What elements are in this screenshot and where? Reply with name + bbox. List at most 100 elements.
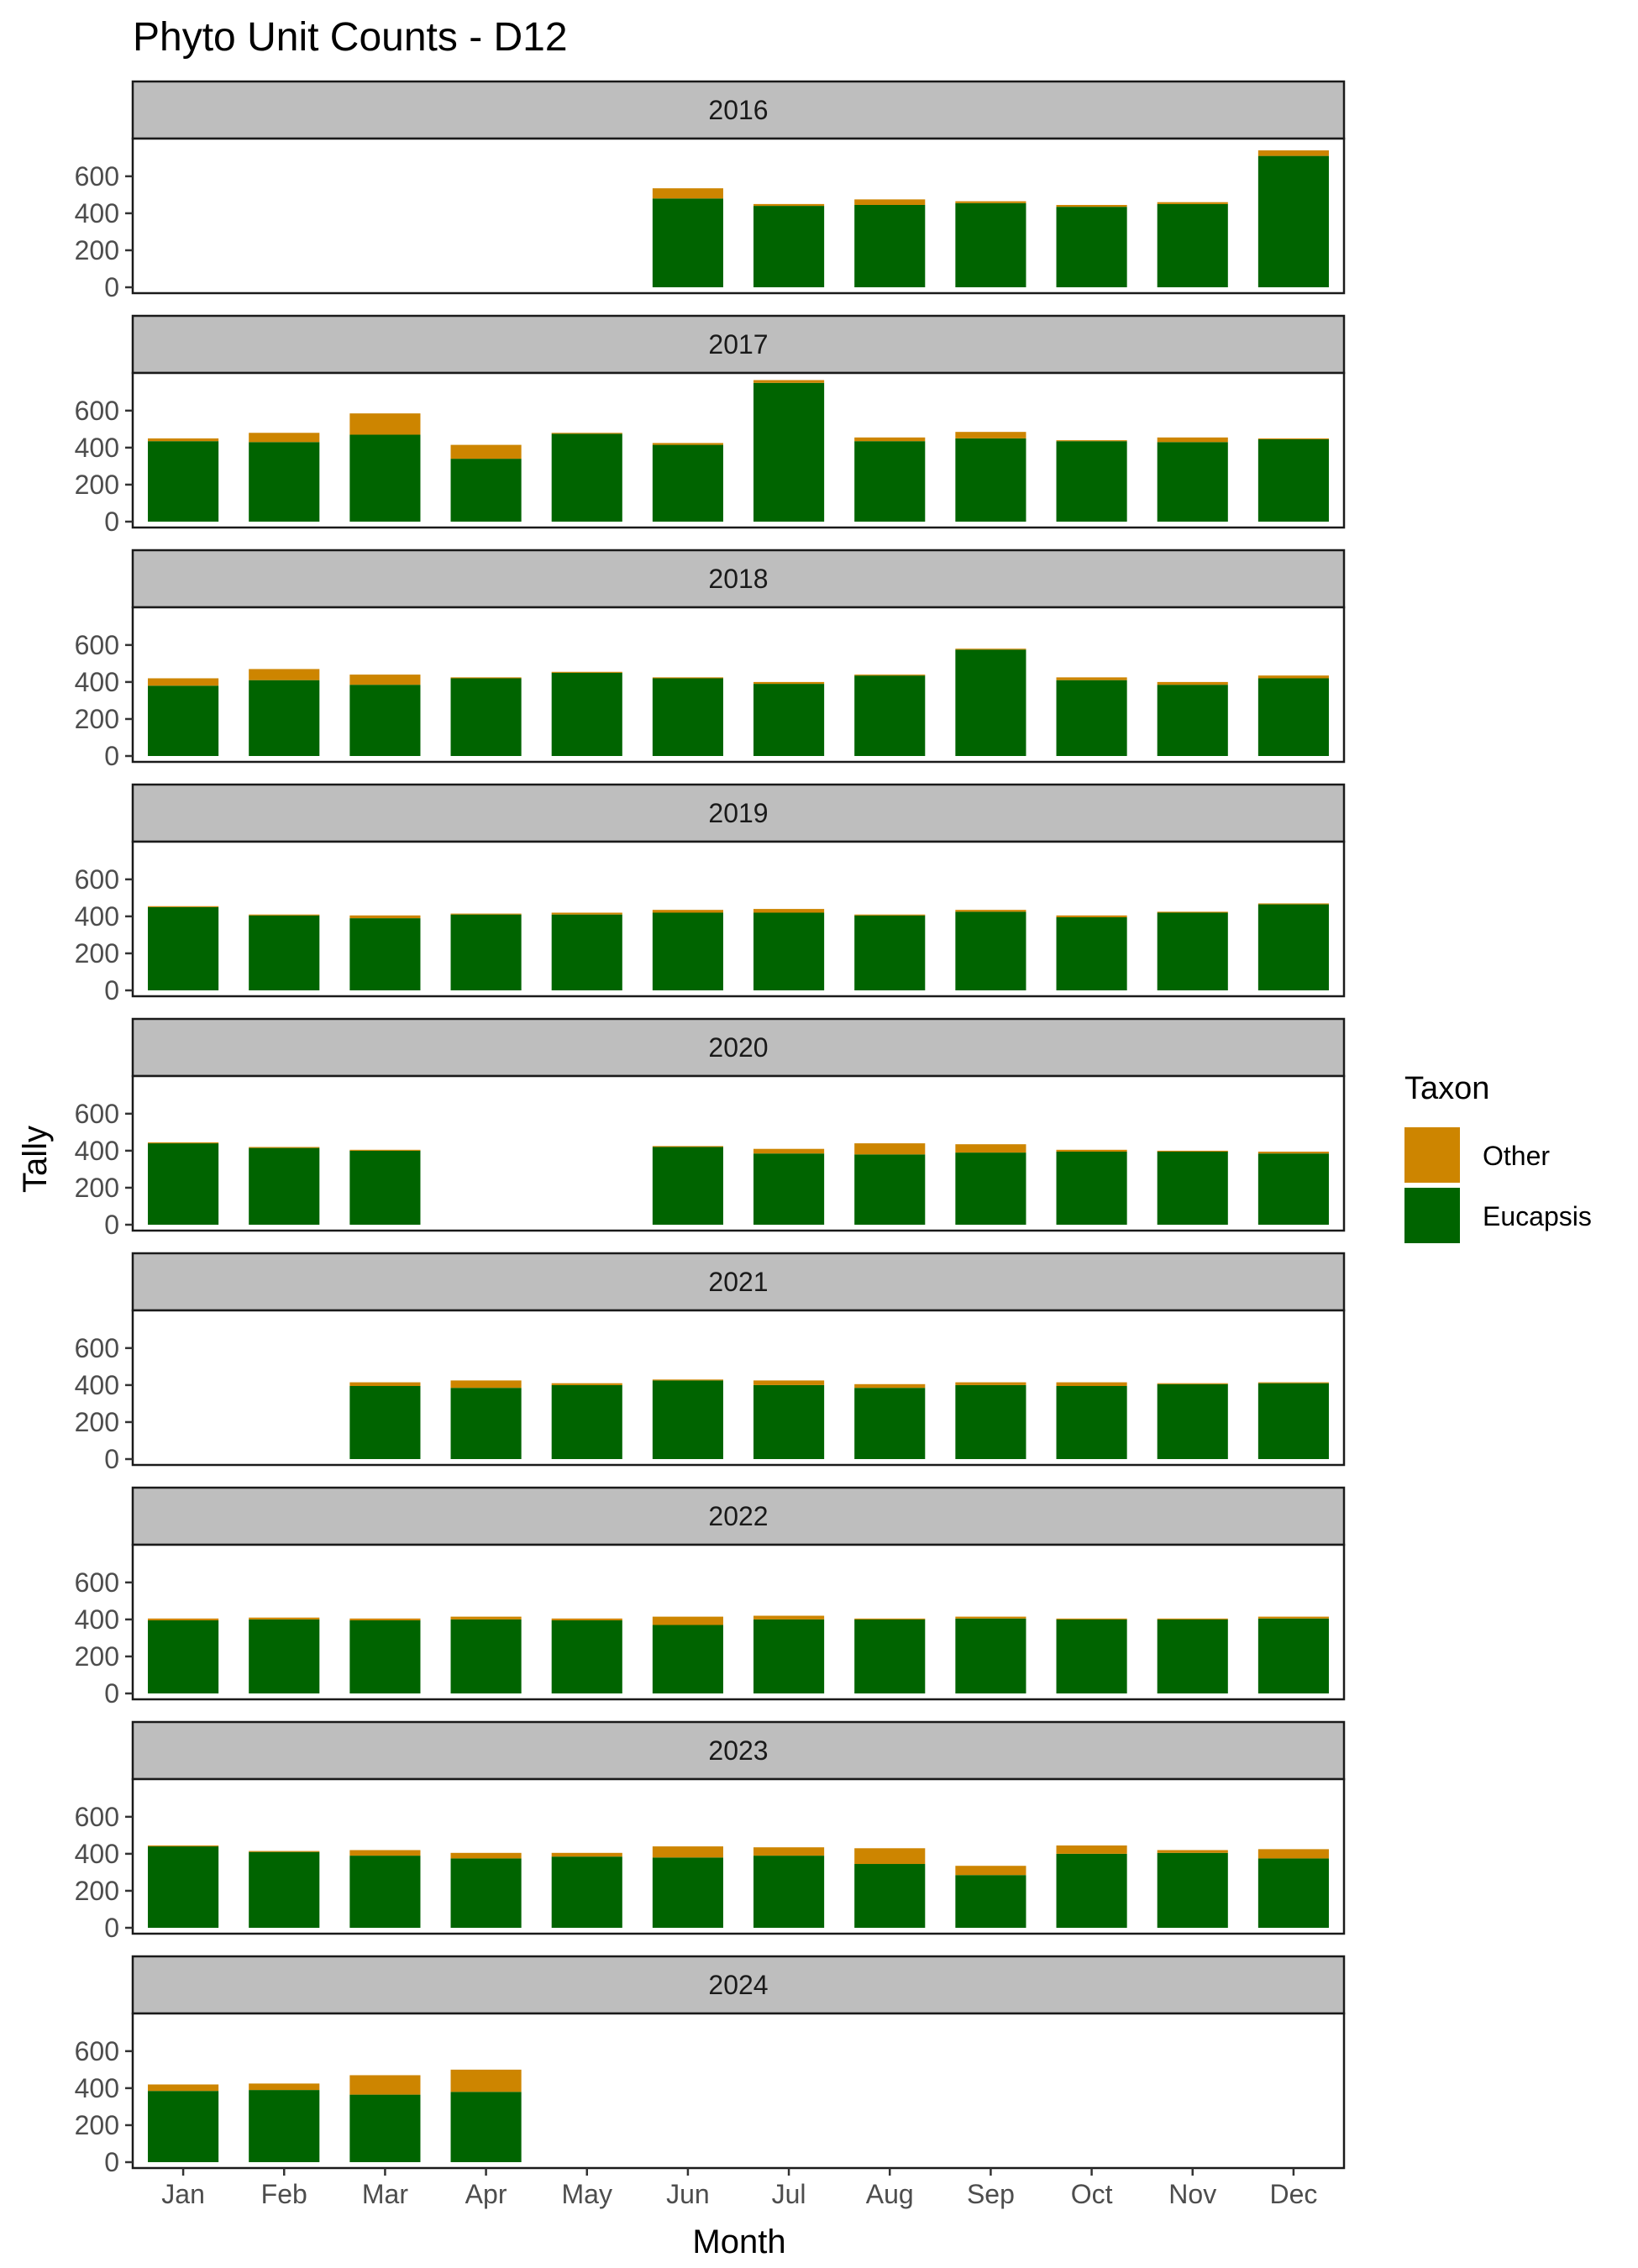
bar-eucapsis-2020-Sep [955,1152,1026,1225]
bar-other-2017-Jan [148,438,219,442]
legend-key-other [1404,1127,1460,1183]
y-tick-label: 600 [75,161,119,192]
bar-eucapsis-2016-Jun [652,198,723,287]
bar-eucapsis-2021-Apr [450,1388,522,1459]
facet-strip-label: 2016 [708,95,768,125]
bar-other-2023-May [551,1852,622,1857]
bar-eucapsis-2018-Aug [854,675,926,756]
y-tick-label: 0 [104,1913,119,1943]
y-tick-label: 200 [75,1641,119,1672]
facet-strip [131,1252,1346,1312]
y-tick-label: 400 [75,1370,119,1400]
y-tick-label: 400 [75,1839,119,1869]
bar-eucapsis-2020-Oct [1056,1152,1127,1225]
bar-eucapsis-2023-Jan [148,1846,219,1928]
panel-background [133,373,1344,528]
bar-eucapsis-2020-Nov [1157,1152,1228,1225]
bar-other-2018-Dec [1257,675,1329,679]
bar-other-2021-Nov [1157,1383,1228,1384]
panel-border [131,606,1346,764]
bar-eucapsis-2018-Jun [652,678,723,756]
bar-eucapsis-2017-May [551,433,622,522]
bar-other-2021-May [551,1383,622,1385]
bar-other-2024-Mar [349,2075,421,2095]
bar-eucapsis-2022-Apr [450,1619,522,1693]
y-tick-label: 600 [75,864,119,895]
y-tick-label: 400 [75,667,119,697]
bar-other-2023-Sep [955,1866,1026,1876]
bar-eucapsis-2017-Feb [249,442,320,522]
bar-eucapsis-2017-Jun [652,444,723,522]
bar-eucapsis-2020-Mar [349,1150,421,1225]
panel-border [131,371,1346,529]
y-tick-label: 600 [75,1802,119,1832]
x-tick-label: Feb [261,2179,307,2209]
bar-eucapsis-2017-Aug [854,441,926,522]
y-tick-label: 200 [75,938,119,969]
bar-eucapsis-2018-Dec [1257,678,1329,756]
bar-eucapsis-2021-Nov [1157,1383,1228,1459]
bar-eucapsis-2016-Jul [753,206,825,287]
bar-eucapsis-2017-Sep [955,438,1026,522]
facet-2019: 2019 0 200 400 600 [75,783,1346,1005]
bar-eucapsis-2023-Apr [450,1858,522,1928]
panel-background [133,2013,1344,2168]
y-tick-label: 200 [75,235,119,265]
x-tick-label: Aug [866,2179,914,2209]
bar-other-2018-Jan [148,678,219,686]
y-tick-label: 400 [75,2073,119,2103]
bar-other-2023-Mar [349,1850,421,1856]
bar-eucapsis-2018-Feb [249,680,320,756]
facet-2023: 2023 0 200 400 600 [75,1720,1346,1943]
bar-other-2022-Apr [450,1616,522,1620]
bar-other-2022-Oct [1056,1618,1127,1620]
bar-other-2019-Mar [349,915,421,919]
bar-eucapsis-2019-Jan [148,906,219,990]
facet-2020: 2020 0 200 400 600 [75,1017,1346,1240]
facet-2021: 2021 0 200 400 600 [75,1252,1346,1474]
legend-label-eucapsis: Eucapsis [1483,1201,1592,1231]
bar-other-2022-Jan [148,1618,219,1620]
bar-eucapsis-2020-Feb [249,1147,320,1225]
bar-eucapsis-2022-Sep [955,1618,1026,1693]
panel-border [131,1309,1346,1467]
y-tick-label: 0 [104,975,119,1005]
bar-eucapsis-2016-Nov [1157,203,1228,287]
bar-other-2023-Jul [753,1847,825,1856]
bar-other-2018-Jun [652,677,723,679]
y-tick-label: 400 [75,433,119,463]
bar-other-2019-Jul [753,909,825,913]
facet-strip [131,1486,1346,1546]
y-tick-label: 600 [75,1099,119,1129]
bar-other-2020-Nov [1157,1150,1228,1152]
y-tick-label: 200 [75,1173,119,1203]
bar-eucapsis-2023-Sep [955,1875,1026,1928]
bar-eucapsis-2019-May [551,914,622,990]
bar-other-2016-Sep [955,201,1026,203]
legend-title: Taxon [1404,1071,1489,1106]
x-tick-label: Nov [1168,2179,1216,2209]
bar-other-2017-Aug [854,437,926,442]
bar-eucapsis-2017-Jul [753,382,825,522]
bar-eucapsis-2018-Nov [1157,685,1228,756]
y-tick-label: 200 [75,2110,119,2140]
x-tick-label: Oct [1071,2179,1113,2209]
y-tick-label: 0 [104,1210,119,1240]
bar-eucapsis-2020-Dec [1257,1153,1329,1225]
bar-other-2020-Oct [1056,1149,1127,1152]
bar-other-2022-Mar [349,1618,421,1620]
bar-other-2020-Mar [349,1149,421,1151]
x-tick-label: Jan [161,2179,205,2209]
bar-eucapsis-2021-Oct [1056,1386,1127,1459]
bar-eucapsis-2023-Jul [753,1856,825,1928]
legend-key-eucapsis [1404,1188,1460,1243]
bar-other-2020-Jan [148,1142,219,1144]
bar-other-2018-Sep [955,648,1026,650]
panel-background [133,1779,1344,1934]
bar-other-2024-Apr [450,2069,522,2092]
bar-eucapsis-2021-Jun [652,1380,723,1459]
bar-eucapsis-2017-Dec [1257,438,1329,522]
bar-eucapsis-2022-Dec [1257,1618,1329,1693]
bar-other-2018-Jul [753,681,825,685]
